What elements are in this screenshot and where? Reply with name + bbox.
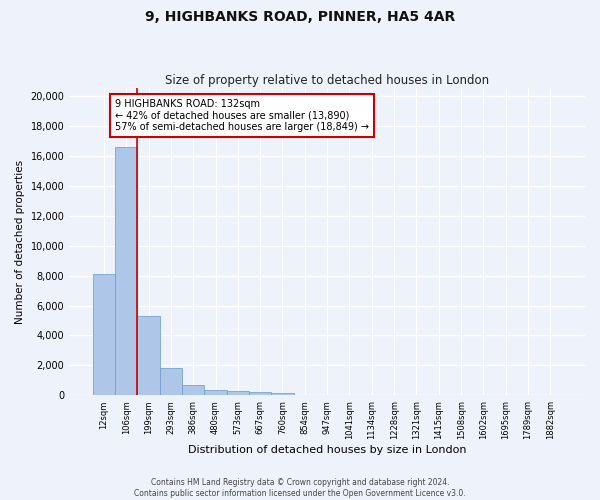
Text: 9 HIGHBANKS ROAD: 132sqm
← 42% of detached houses are smaller (13,890)
57% of se: 9 HIGHBANKS ROAD: 132sqm ← 42% of detach…	[115, 98, 369, 132]
Bar	[271, 393, 293, 396]
Bar	[160, 368, 182, 396]
Bar	[137, 316, 160, 396]
Bar	[249, 392, 271, 396]
Title: Size of property relative to detached houses in London: Size of property relative to detached ho…	[165, 74, 489, 87]
X-axis label: Distribution of detached houses by size in London: Distribution of detached houses by size …	[188, 445, 466, 455]
Text: 9, HIGHBANKS ROAD, PINNER, HA5 4AR: 9, HIGHBANKS ROAD, PINNER, HA5 4AR	[145, 10, 455, 24]
Y-axis label: Number of detached properties: Number of detached properties	[15, 160, 25, 324]
Bar	[182, 385, 205, 396]
Text: Contains HM Land Registry data © Crown copyright and database right 2024.
Contai: Contains HM Land Registry data © Crown c…	[134, 478, 466, 498]
Bar	[227, 392, 249, 396]
Bar	[205, 390, 227, 396]
Bar	[115, 146, 137, 396]
Bar	[93, 274, 115, 396]
